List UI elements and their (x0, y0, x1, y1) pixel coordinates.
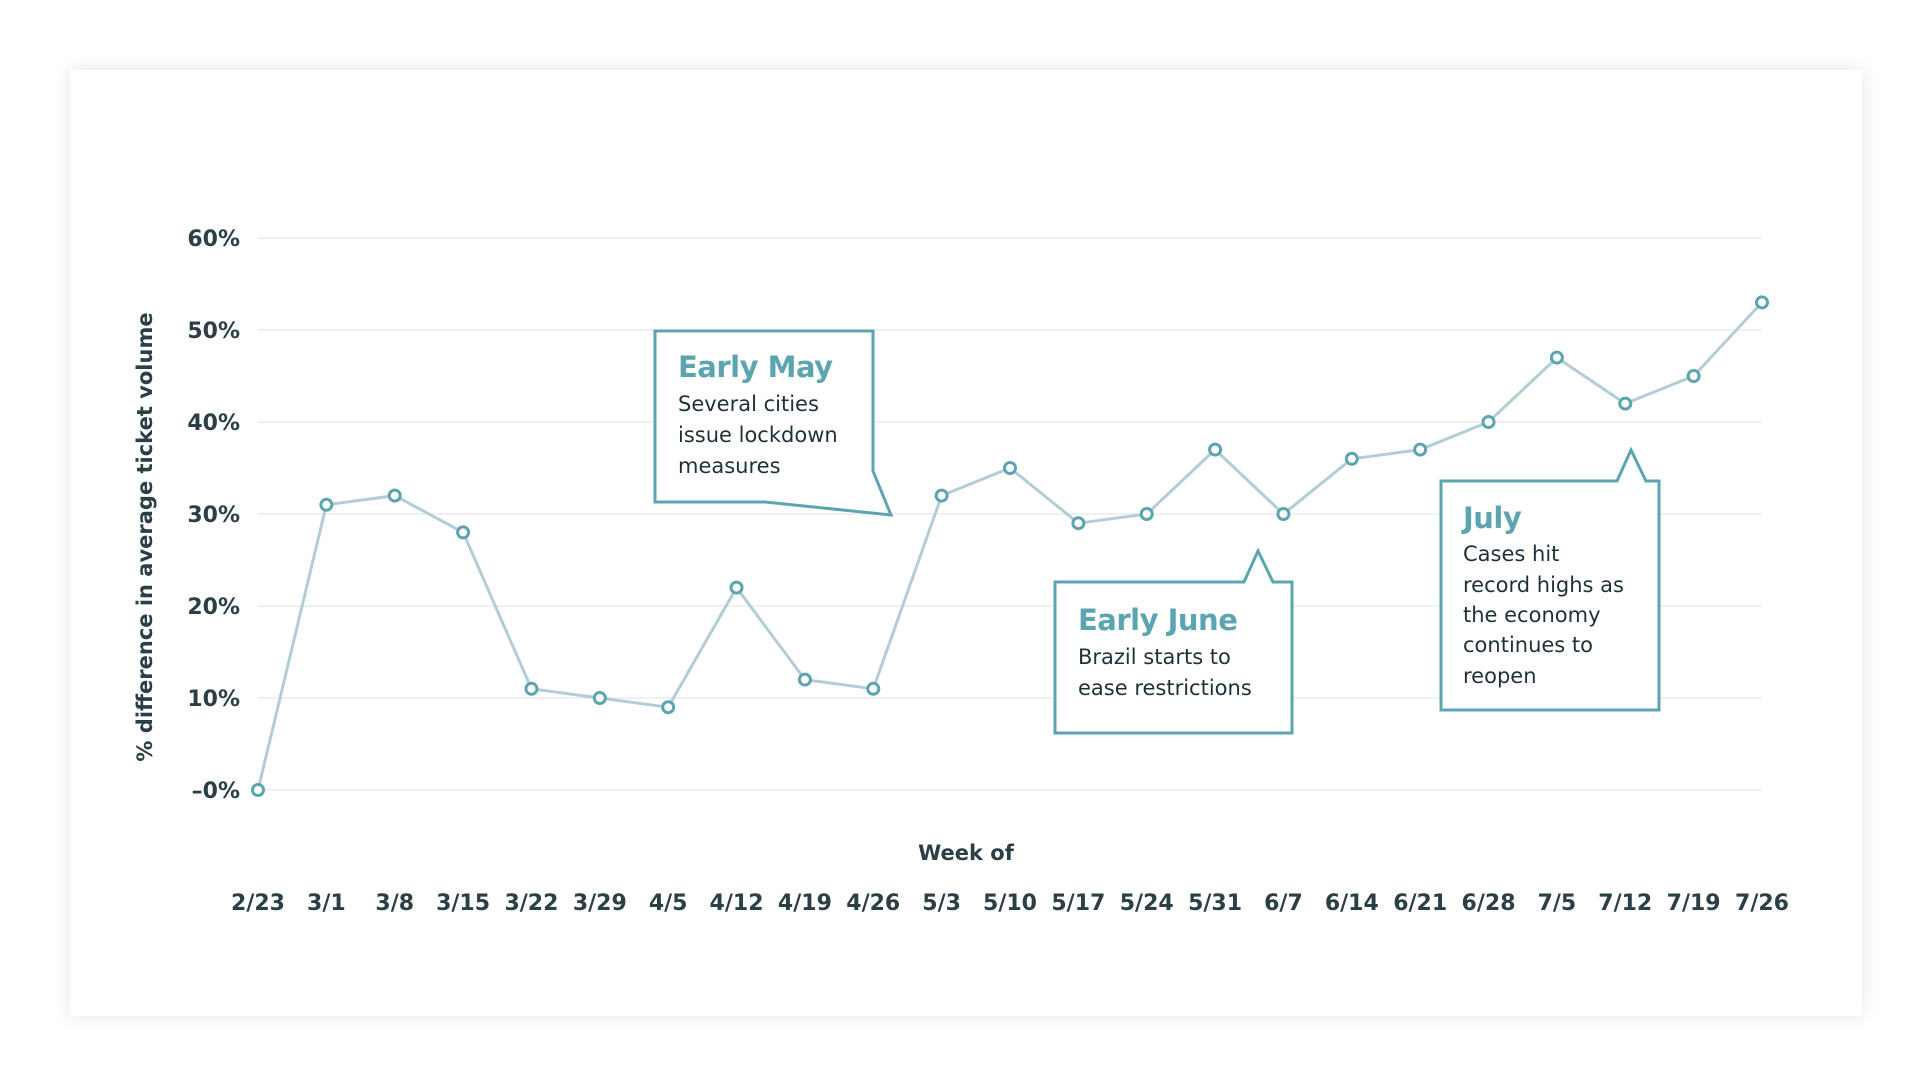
x-tick-label-0: 2/23 (231, 891, 285, 916)
x-tick-label-5: 3/29 (573, 891, 627, 916)
data-point-18 (1481, 415, 1496, 429)
annotation-july-line-2: record highs as (1463, 573, 1624, 597)
x-tick-label-3: 3/15 (436, 891, 490, 916)
annotation-july-line-3: the economy (1463, 603, 1601, 627)
annotation-july-line-5: reopen (1463, 664, 1537, 688)
x-tick-label-20: 7/12 (1598, 891, 1652, 916)
y-tick-label-3: 30% (187, 503, 240, 528)
data-point-7 (729, 580, 744, 595)
data-point-5 (592, 691, 607, 705)
x-tick-label-1: 3/1 (307, 891, 346, 916)
x-tick-label-8: 4/19 (778, 891, 832, 916)
data-point-21 (1686, 369, 1701, 383)
annotation-early-june-callout (1053, 547, 1294, 735)
x-tick-label-6: 4/5 (649, 891, 688, 916)
y-tick-label-2: 20% (187, 595, 240, 620)
data-point-2 (387, 488, 402, 503)
data-point-16 (1344, 451, 1359, 466)
x-tick-label-4: 3/22 (504, 891, 558, 916)
annotation-july-line-1: Cases hit (1463, 542, 1559, 566)
data-point-11 (1003, 461, 1017, 475)
x-tick-label-2: 3/8 (375, 891, 414, 916)
data-point-17 (1413, 442, 1428, 457)
x-tick-label-9: 4/26 (846, 891, 900, 916)
annotation-early-may-line-1: Several cities (678, 392, 819, 416)
annotation-july-title: July (1461, 501, 1522, 535)
data-point-13 (1139, 507, 1154, 521)
data-point-9 (866, 681, 881, 696)
y-tick-label-0: –0% (192, 779, 240, 804)
annotation-early-may-title: Early May (678, 350, 833, 384)
x-tick-label-7: 4/12 (710, 891, 764, 916)
data-point-14 (1208, 442, 1223, 457)
x-tick-label-12: 5/17 (1051, 891, 1105, 916)
annotation-july: July Cases hit record highs as the econo… (1439, 446, 1661, 712)
annotation-july-callout (1439, 446, 1661, 712)
x-tick-label-14: 5/31 (1188, 891, 1242, 916)
annotation-early-may-line-2: issue lockdown (678, 423, 838, 447)
data-point-19 (1549, 350, 1564, 365)
x-tick-label-16: 6/14 (1325, 891, 1379, 916)
data-point-0 (251, 783, 265, 797)
annotation-early-may: Early May Several cities issue lockdown … (653, 329, 894, 517)
annotation-early-may-callout (653, 329, 894, 517)
x-axis-title: Week of (918, 841, 1015, 865)
y-tick-label-4: 40% (187, 411, 240, 436)
y-tick-label-5: 50% (187, 319, 240, 344)
annotation-early-june-line-2: ease restrictions (1078, 676, 1252, 700)
x-axis-ticks: 2/23 3/1 3/8 3/15 3/22 3/29 4/5 4/12 4/19 4/26 5/3… (231, 891, 1789, 916)
annotation-early-may-line-3: measures (678, 454, 781, 478)
annotation-early-june: Early June Brazil starts to ease restric… (1053, 547, 1294, 735)
data-point-8 (797, 672, 812, 687)
y-axis-ticks: –0% 10% 20% 30% 40% 50% 60% (187, 227, 240, 804)
annotation-early-june-line-1: Brazil starts to (1078, 645, 1231, 669)
data-point-3 (456, 525, 471, 540)
y-tick-label-6: 60% (187, 227, 240, 252)
x-tick-label-18: 6/28 (1462, 891, 1516, 916)
annotation-early-june-title: Early June (1078, 603, 1237, 637)
x-tick-label-17: 6/21 (1393, 891, 1447, 916)
data-points (251, 295, 1769, 797)
x-tick-label-11: 5/10 (983, 891, 1037, 916)
y-axis-title: % difference in average ticket volume (133, 312, 157, 761)
x-tick-label-19: 7/5 (1538, 891, 1577, 916)
data-point-12 (1071, 516, 1086, 531)
gridlines (258, 237, 1762, 791)
data-point-20 (1618, 396, 1633, 411)
x-tick-label-13: 5/24 (1120, 891, 1174, 916)
x-tick-label-21: 7/19 (1667, 891, 1721, 916)
data-point-15 (1276, 507, 1291, 521)
x-tick-label-10: 5/3 (922, 891, 961, 916)
x-tick-label-22: 7/26 (1735, 891, 1789, 916)
y-tick-label-1: 10% (187, 687, 240, 712)
data-point-4 (524, 681, 539, 696)
data-point-6 (661, 700, 676, 715)
annotation-july-line-4: continues to (1463, 633, 1593, 657)
data-point-10 (934, 488, 949, 503)
data-point-1 (319, 497, 334, 512)
x-tick-label-15: 6/7 (1264, 891, 1303, 916)
data-point-22 (1755, 295, 1769, 310)
